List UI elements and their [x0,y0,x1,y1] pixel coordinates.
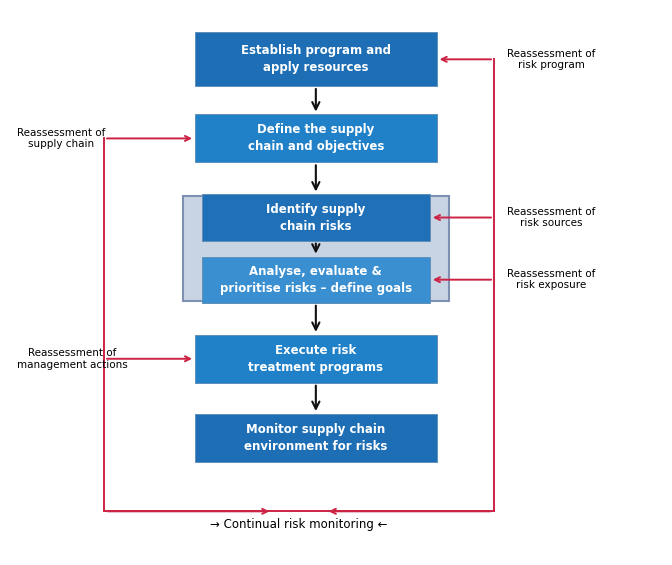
Text: Establish program and
apply resources: Establish program and apply resources [241,44,391,75]
FancyBboxPatch shape [183,196,449,301]
Text: Analyse, evaluate &
prioritise risks – define goals: Analyse, evaluate & prioritise risks – d… [220,264,412,295]
Text: Reassessment of
risk exposure: Reassessment of risk exposure [507,269,596,290]
FancyBboxPatch shape [195,414,437,462]
Text: Define the supply
chain and objectives: Define the supply chain and objectives [248,123,384,154]
FancyBboxPatch shape [202,257,430,303]
Text: Reassessment of
risk program: Reassessment of risk program [507,49,596,70]
Text: Identify supply
chain risks: Identify supply chain risks [266,202,366,233]
Text: Reassessment of
management actions: Reassessment of management actions [17,348,128,370]
FancyBboxPatch shape [195,334,437,383]
Text: Reassessment of
supply chain: Reassessment of supply chain [17,128,106,149]
Text: Monitor supply chain
environment for risks: Monitor supply chain environment for ris… [244,423,388,453]
FancyBboxPatch shape [195,32,437,86]
FancyBboxPatch shape [195,114,437,163]
Text: → Continual risk monitoring ←: → Continual risk monitoring ← [210,518,388,531]
Text: Execute risk
treatment programs: Execute risk treatment programs [249,344,383,374]
FancyBboxPatch shape [202,194,430,241]
Text: Reassessment of
risk sources: Reassessment of risk sources [507,207,596,228]
